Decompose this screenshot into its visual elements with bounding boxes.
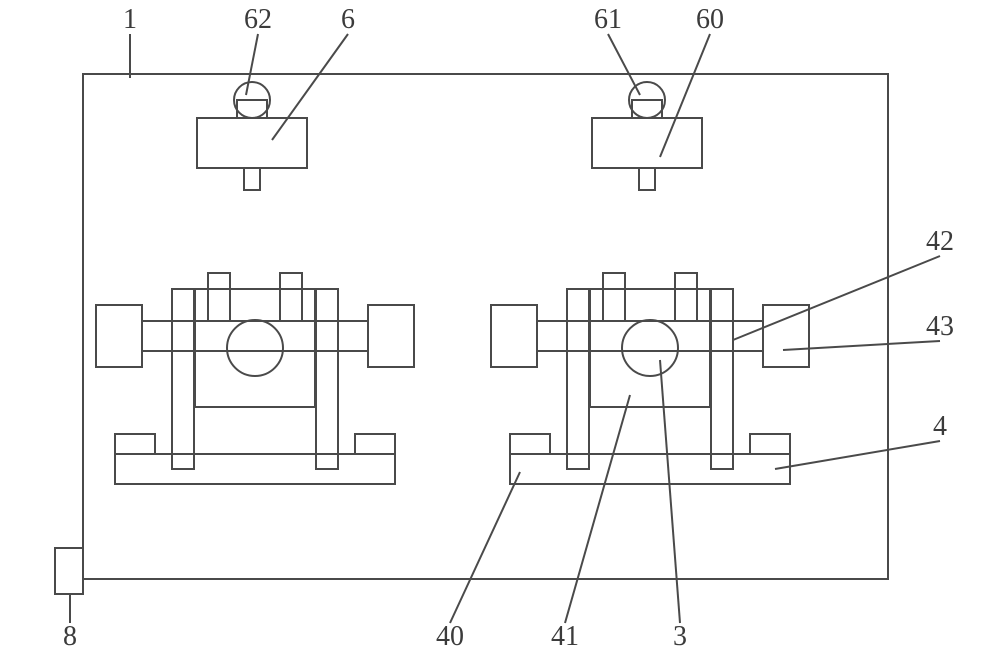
bottom-unit-pillar bbox=[567, 289, 589, 469]
leader-line bbox=[783, 341, 940, 350]
bottom-unit-foot bbox=[510, 434, 550, 454]
leader-line bbox=[246, 34, 258, 95]
bottom-unit-side-block bbox=[96, 305, 142, 367]
callout-label: 3 bbox=[673, 621, 687, 652]
bottom-unit-clamp bbox=[675, 273, 697, 321]
bottom-unit-bar bbox=[142, 321, 368, 351]
bottom-unit-foot bbox=[355, 434, 395, 454]
bottom-unit-foot bbox=[750, 434, 790, 454]
bottom-unit-pillar bbox=[172, 289, 194, 469]
bottom-unit-side-block bbox=[491, 305, 537, 367]
leader-line bbox=[272, 34, 348, 140]
bottom-unit-pillar bbox=[711, 289, 733, 469]
callout-label: 6 bbox=[341, 4, 355, 35]
callout-label: 61 bbox=[594, 4, 622, 35]
bottom-unit-side-block bbox=[368, 305, 414, 367]
bottom-unit-clamp bbox=[208, 273, 230, 321]
callout-label: 41 bbox=[551, 621, 579, 652]
leader-line bbox=[733, 256, 940, 340]
callout-label: 60 bbox=[696, 4, 724, 35]
top-unit-body bbox=[592, 118, 702, 168]
top-unit-body bbox=[197, 118, 307, 168]
corner-block bbox=[55, 548, 83, 594]
top-unit-peg bbox=[244, 168, 260, 190]
callout-label: 40 bbox=[436, 621, 464, 652]
bottom-unit-clamp bbox=[280, 273, 302, 321]
leader-line bbox=[660, 360, 680, 623]
leader-line bbox=[775, 441, 940, 469]
top-unit-peg bbox=[639, 168, 655, 190]
callout-label: 1 bbox=[123, 4, 137, 35]
callout-label: 43 bbox=[926, 311, 954, 342]
callout-label: 8 bbox=[63, 621, 77, 652]
leader-line bbox=[565, 395, 630, 623]
leader-line bbox=[450, 472, 520, 623]
callout-label: 4 bbox=[933, 411, 947, 442]
bottom-unit-side-block bbox=[763, 305, 809, 367]
bottom-unit-pillar bbox=[316, 289, 338, 469]
bottom-unit-foot bbox=[115, 434, 155, 454]
callout-label: 62 bbox=[244, 4, 272, 35]
bottom-unit-bar bbox=[537, 321, 763, 351]
callout-label: 42 bbox=[926, 226, 954, 257]
bottom-unit-clamp bbox=[603, 273, 625, 321]
bottom-unit-base bbox=[115, 454, 395, 484]
bottom-unit-circle bbox=[227, 320, 283, 376]
leader-line bbox=[608, 34, 640, 95]
bottom-unit-circle bbox=[622, 320, 678, 376]
bottom-unit-inner-box bbox=[590, 289, 710, 407]
bottom-unit-inner-box bbox=[195, 289, 315, 407]
bottom-unit-base bbox=[510, 454, 790, 484]
